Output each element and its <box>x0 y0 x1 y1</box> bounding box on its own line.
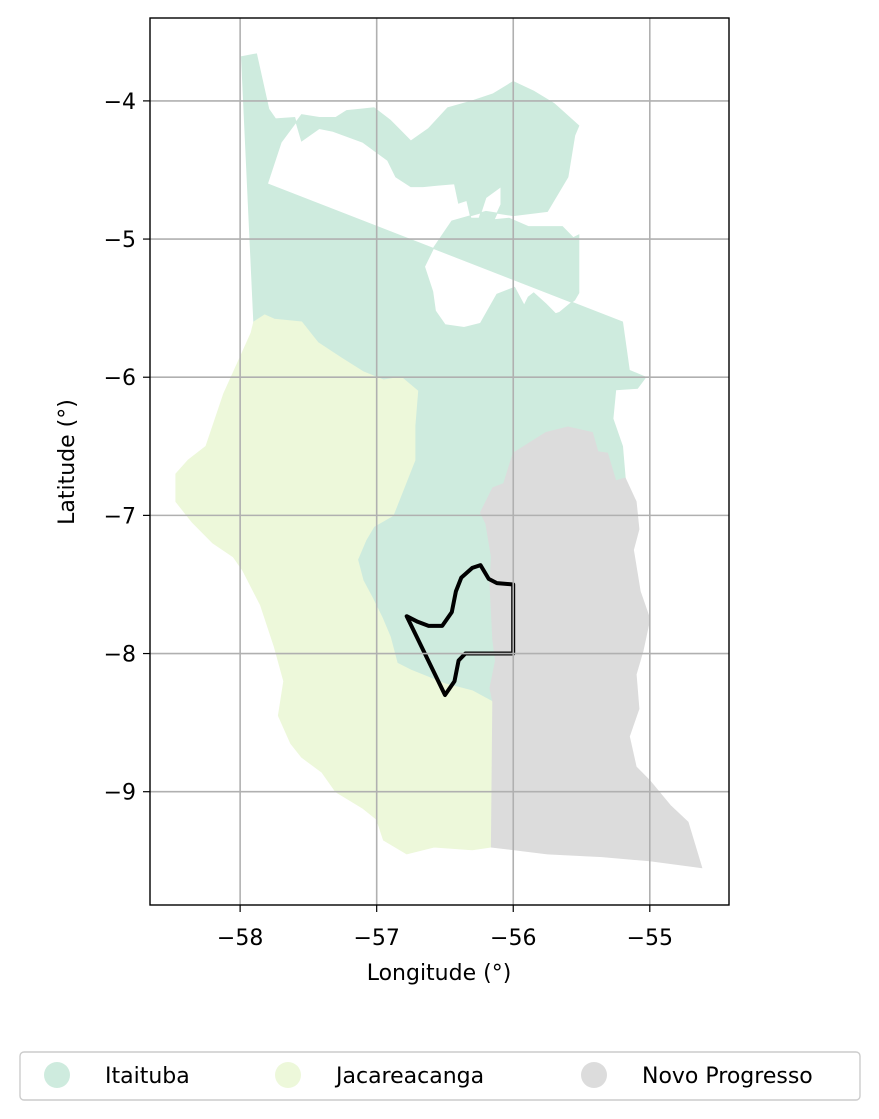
y-tick-label: −5 <box>104 228 136 253</box>
outline-highlighted-area <box>404 563 516 697</box>
legend-label-novo-progresso: Novo Progresso <box>642 1064 813 1089</box>
legend: Itaituba Jacareacanga Novo Progresso <box>19 1051 861 1101</box>
outline-layer <box>404 563 516 697</box>
legend-box <box>19 1051 861 1101</box>
legend-swatch-itaituba <box>44 1062 70 1088</box>
x-tick-label: −58 <box>217 926 263 951</box>
grid-layer <box>150 18 729 905</box>
legend-label-itaituba: Itaituba <box>105 1064 190 1089</box>
y-tick-label: −6 <box>104 366 136 391</box>
plot-frame <box>149 17 730 906</box>
x-axis-label: Longitude (°) <box>367 961 512 986</box>
y-axis-ticks: −4 −5 −6 −7 −8 −9 <box>104 90 150 806</box>
y-tick-label: −9 <box>104 781 136 806</box>
x-tick-label: −57 <box>353 926 399 951</box>
x-tick-label: −56 <box>490 926 536 951</box>
regions-layer <box>175 53 703 869</box>
x-tick-label: −55 <box>627 926 673 951</box>
y-axis-label: Latitude (°) <box>55 399 80 525</box>
y-tick-label: −8 <box>104 643 136 668</box>
legend-label-jacareacanga: Jacareacanga <box>334 1064 484 1089</box>
region-novo-progresso <box>479 426 703 869</box>
legend-swatch-jacareacanga <box>275 1062 301 1088</box>
y-tick-label: −7 <box>104 504 136 529</box>
legend-swatch-novo-progresso <box>581 1062 607 1088</box>
x-axis-ticks: −58 −57 −56 −55 <box>217 905 673 951</box>
y-tick-label: −4 <box>104 90 136 115</box>
plot-area <box>149 17 730 906</box>
